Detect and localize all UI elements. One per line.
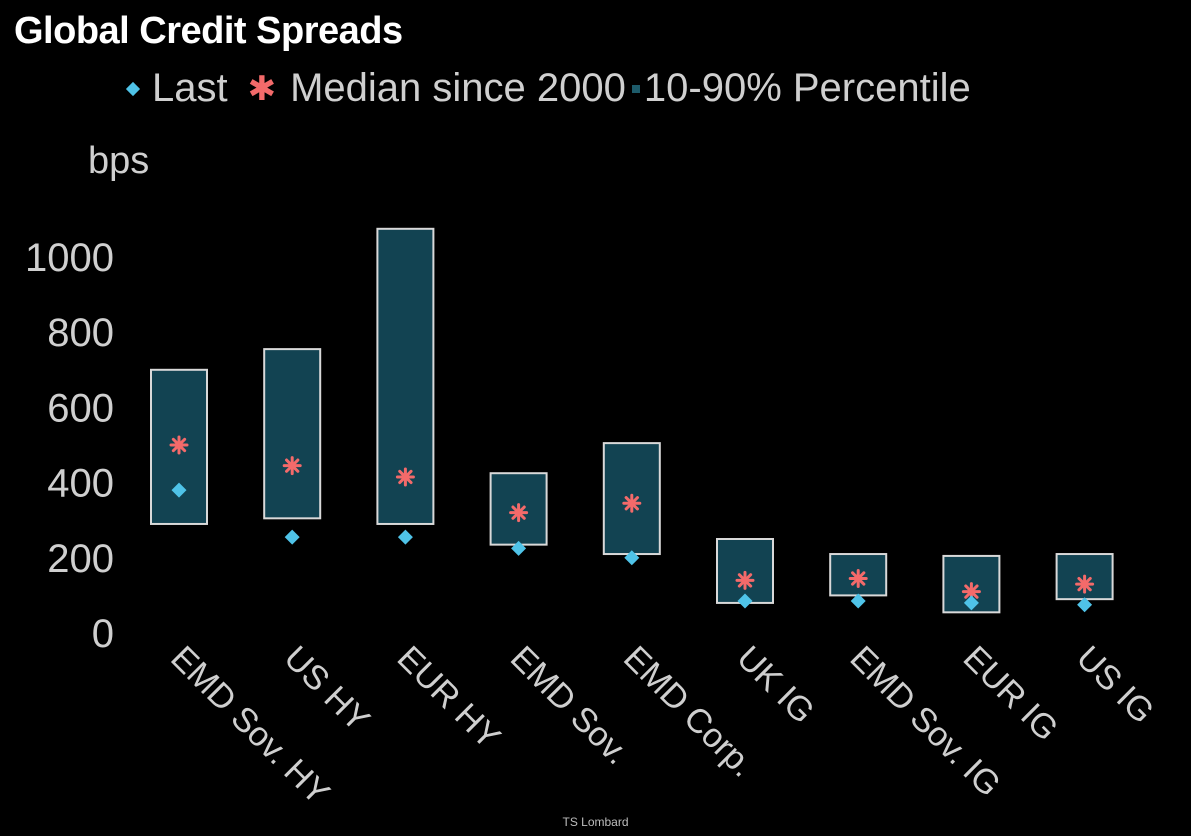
last-marker [624, 550, 640, 566]
x-tick-label: UK IG [729, 639, 821, 731]
range-bar [829, 553, 888, 597]
last-marker [397, 529, 413, 545]
x-tick-label: EUR HY [390, 639, 508, 757]
y-tick-label: 1000 [25, 236, 114, 280]
median-marker [169, 435, 189, 455]
last-marker [850, 593, 866, 609]
legend-range-label: 10-90% Percentile [643, 66, 971, 110]
y-axis-label: bps [88, 140, 149, 182]
median-marker [509, 503, 529, 523]
last-marker [511, 540, 527, 556]
square-icon [631, 84, 640, 93]
last-marker [963, 595, 979, 611]
legend-last: Last [125, 66, 228, 111]
median-marker [622, 493, 642, 513]
range-bar [263, 348, 322, 520]
source-footer: TS Lombard [562, 815, 629, 829]
x-tick-label: US IG [1069, 639, 1161, 731]
asterisk-icon: ✱ [247, 69, 277, 108]
last-marker [737, 593, 753, 609]
median-marker [735, 570, 755, 590]
legend: Last ✱ Median since 2000 10-90% Percenti… [125, 66, 971, 111]
median-marker [282, 456, 302, 476]
median-marker [848, 568, 868, 588]
y-tick-label: 0 [92, 612, 114, 656]
median-marker [1075, 574, 1095, 594]
x-tick-label: US HY [277, 639, 377, 739]
last-marker [1077, 597, 1093, 613]
range-bar [716, 538, 774, 604]
median-marker [395, 467, 415, 487]
legend-median: ✱ Median since 2000 [248, 66, 626, 111]
y-tick-label: 800 [47, 311, 114, 355]
x-tick-label: EUR IG [956, 639, 1066, 749]
x-tick-label: EMD Sov. [503, 639, 636, 772]
last-marker [171, 482, 187, 498]
legend-last-label: Last [152, 66, 228, 110]
legend-range: 10-90% Percentile [631, 66, 971, 111]
y-tick-label: 200 [47, 537, 114, 581]
y-tick-label: 400 [47, 462, 114, 506]
chart-title: Global Credit Spreads [14, 10, 403, 52]
legend-median-label: Median since 2000 [290, 66, 626, 110]
y-tick-label: 600 [47, 386, 114, 430]
last-marker [284, 529, 300, 545]
